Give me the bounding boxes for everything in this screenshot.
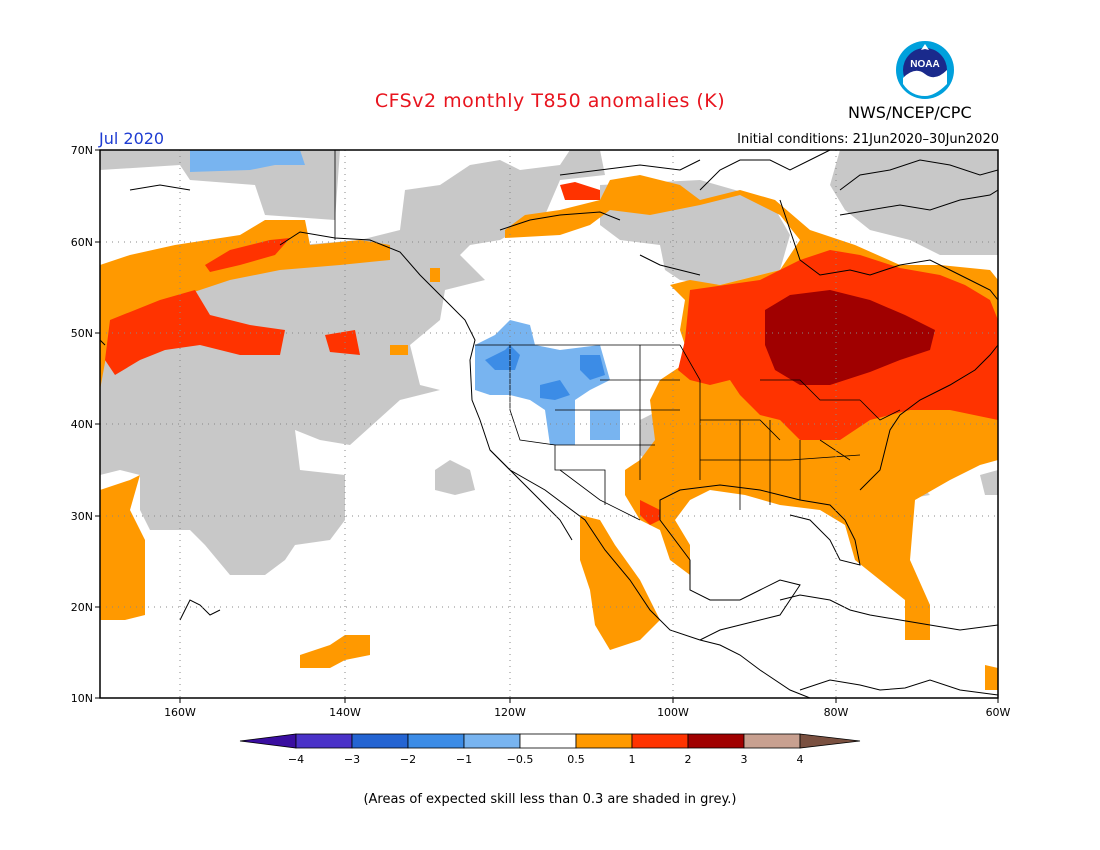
longitude-axis: 160W 140W 120W 100W 80W 60W <box>164 698 1011 719</box>
latitude-axis: 70N 60N 50N 40N 30N 20N 10N <box>71 144 100 705</box>
colorbar-label: 1 <box>629 753 636 766</box>
lat-label: 30N <box>71 510 93 523</box>
colorbar-label: 4 <box>797 753 804 766</box>
anomaly-neg1-neg2 <box>485 345 605 400</box>
colorbar-segment <box>687 733 745 749</box>
initial-conditions: Initial conditions: 21Jun2020–30Jun2020 <box>737 132 999 147</box>
lon-label: 80W <box>824 706 849 719</box>
lat-label: 10N <box>71 692 93 705</box>
colorbar-segment <box>295 733 353 749</box>
forecast-period: Jul 2020 <box>99 129 165 148</box>
map-title: CFSv2 monthly T850 anomalies (K) <box>374 90 726 112</box>
noaa-logo: NOAA <box>896 41 954 99</box>
colorbar-label: 2 <box>685 753 692 766</box>
political-boundaries <box>334 150 901 521</box>
colorbar-segment <box>351 733 409 749</box>
colorbar-label: −4 <box>288 753 304 766</box>
colorbar: −4 −3 −2 −1 −0.5 0.5 1 2 3 4 <box>239 733 861 766</box>
colorbar-segment <box>519 733 577 749</box>
colorbar-label: −1 <box>456 753 472 766</box>
lon-label: 160W <box>164 706 196 719</box>
colorbar-segment <box>575 733 633 749</box>
colorbar-label: −3 <box>344 753 360 766</box>
lat-label: 70N <box>71 144 93 157</box>
lon-label: 140W <box>329 706 361 719</box>
colorbar-label: −0.5 <box>507 753 534 766</box>
lat-label: 60N <box>71 236 93 249</box>
colorbar-label: −2 <box>400 753 416 766</box>
agency-label: NWS/NCEP/CPC <box>848 103 972 122</box>
colorbar-segment <box>407 733 465 749</box>
colorbar-label: 0.5 <box>567 753 585 766</box>
colorbar-label: 3 <box>741 753 748 766</box>
lon-label: 60W <box>986 706 1011 719</box>
lat-label: 50N <box>71 327 93 340</box>
colorbar-arrow-low <box>239 733 297 749</box>
lat-label: 40N <box>71 418 93 431</box>
lon-label: 120W <box>494 706 526 719</box>
colorbar-segment <box>631 733 689 749</box>
colorbar-segment <box>743 733 801 749</box>
skill-note: (Areas of expected skill less than 0.3 a… <box>363 792 737 807</box>
coastlines <box>100 150 998 698</box>
colorbar-segment <box>463 733 521 749</box>
lon-label: 100W <box>657 706 689 719</box>
graticule <box>100 150 998 698</box>
lat-label: 20N <box>71 601 93 614</box>
anomaly-2-3 <box>765 290 935 385</box>
logo-text: NOAA <box>910 59 939 70</box>
colorbar-arrow-high <box>799 733 861 749</box>
